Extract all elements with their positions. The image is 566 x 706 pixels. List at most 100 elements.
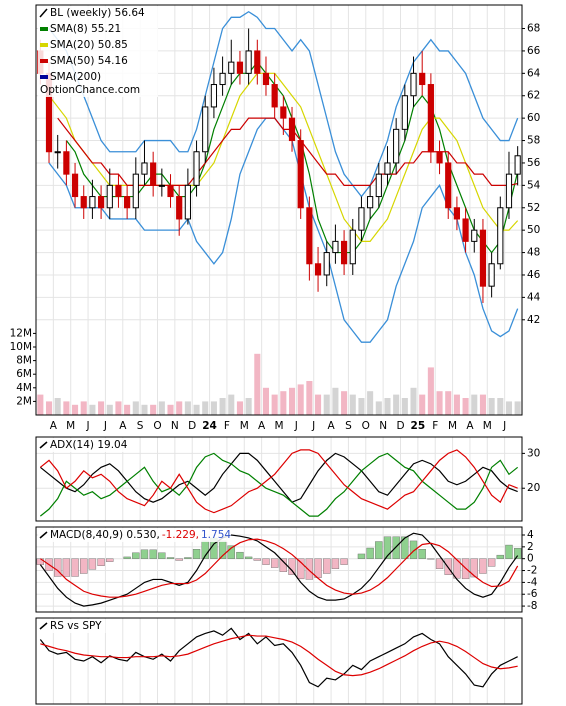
volume-bar [37, 394, 44, 415]
histogram-bar [409, 540, 418, 559]
volume-bar [375, 401, 382, 415]
volume-bar [72, 404, 79, 415]
volume-bar [132, 401, 139, 415]
y-tick-label: 48 [527, 247, 540, 259]
x-tick-label: O [362, 420, 370, 432]
candle-body [410, 72, 417, 97]
x-tick-label: 25 [411, 420, 426, 432]
volume-bar [341, 391, 348, 415]
histogram-bar [366, 547, 374, 559]
x-tick-label: A [466, 420, 474, 432]
volume-bar [115, 401, 122, 415]
legend-text: ADX(14) 19.04 [50, 439, 128, 451]
x-tick-label: 24 [202, 420, 217, 432]
histogram-bar [323, 558, 331, 574]
candle-body [132, 173, 139, 209]
candle-body [288, 117, 296, 142]
legend-text: MACD(8,40,9) 0.530, -1.229, 1.754 [50, 529, 231, 541]
legend-box [38, 6, 158, 97]
candle-body [184, 184, 191, 220]
y-tick-label: 58 [527, 135, 540, 147]
x-tick-label: M [448, 420, 457, 432]
legend-entry: MACD(8,40,9) 0.530, [50, 529, 160, 541]
panel-frame [35, 526, 523, 613]
candle-body [262, 72, 270, 86]
volume-bar [288, 387, 296, 415]
x-tick-label: O [153, 420, 161, 432]
legend-box [38, 528, 232, 542]
x-tick-label: M [483, 420, 492, 432]
legend-box [38, 438, 132, 452]
histogram-bar [375, 541, 383, 559]
x-tick-label: A [258, 420, 266, 432]
histogram-bar [149, 549, 157, 559]
y-tick-label: 0 [527, 553, 534, 565]
histogram-bar [435, 558, 444, 569]
y-tick-label: 30 [527, 447, 540, 459]
histogram-bar [97, 558, 105, 566]
candle-body [479, 229, 487, 287]
x-tick-label: N [379, 420, 387, 432]
legend-entry: BL (weekly) 56.64 [50, 7, 145, 19]
histogram-bar [253, 558, 261, 561]
volume-tick-label: 2M [16, 395, 32, 407]
legend-entry: 1.754 [201, 529, 231, 541]
candle-body [445, 162, 452, 209]
candle-body [323, 252, 330, 276]
histogram-bar [453, 558, 461, 579]
candle-body [71, 173, 79, 198]
volume-tick-label: 10M [10, 341, 32, 353]
y-tick-label: 50 [527, 224, 540, 236]
candle-body [427, 84, 434, 153]
volume-bar [228, 394, 235, 415]
candle-body [453, 207, 461, 220]
legend: MACD(8,40,9) 0.530, -1.229, 1.754 [38, 528, 231, 542]
volume-bar [297, 384, 304, 415]
x-tick-label: J [294, 420, 298, 432]
x-tick-label: A [50, 420, 58, 432]
indicator-line [39, 452, 519, 517]
volume-bar [158, 401, 165, 415]
y-tick-label: 2 [527, 541, 534, 553]
volume-bar [106, 404, 113, 415]
legend-icon [39, 622, 48, 630]
candle-body [219, 72, 226, 86]
y-tick-label: -2 [527, 565, 537, 577]
candle-body [245, 50, 252, 74]
x-tick-label: A [327, 420, 335, 432]
y-tick-label: 62 [527, 90, 540, 102]
histogram-bar [80, 558, 88, 574]
volume-bar [245, 398, 252, 415]
candle-body [202, 106, 209, 153]
y-tick-label: 64 [527, 67, 541, 79]
histogram-bar [305, 558, 314, 580]
volume-bar [358, 398, 365, 415]
x-tick-label: N [171, 420, 179, 432]
volume-bar [436, 391, 443, 415]
y-tick-label: 44 [527, 291, 541, 303]
volume-tick-label: 6M [16, 368, 32, 380]
histogram-bar [71, 558, 79, 577]
histogram-bar [236, 551, 244, 559]
histogram-bar [88, 558, 97, 570]
volume-bar [505, 401, 513, 415]
volume-tick-label: 4M [16, 382, 32, 394]
volume-bar [393, 394, 400, 415]
legend-entry: ADX(14) 19.04 [50, 439, 128, 451]
legend-entry: -1.229, [162, 529, 199, 541]
candle-body [514, 155, 521, 175]
histogram-bar [123, 556, 131, 559]
volume-bar [315, 394, 322, 415]
candle-body [306, 207, 313, 265]
histogram-bar [297, 558, 305, 580]
histogram-bar [487, 558, 496, 567]
volume-bar [471, 394, 478, 415]
legend-swatch [40, 59, 48, 63]
candle-body [141, 162, 148, 175]
legend-icon [39, 8, 48, 18]
volume-bar [98, 401, 105, 415]
volume-bar [497, 398, 504, 415]
indicator-line [40, 538, 519, 598]
volume-bar [488, 398, 495, 415]
